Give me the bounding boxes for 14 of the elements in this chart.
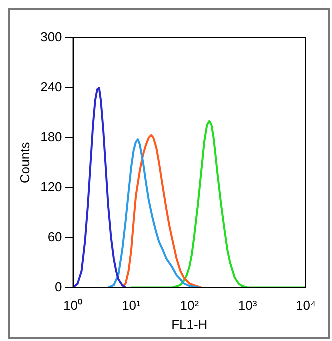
x-tick-label: 10³ [238, 298, 258, 314]
y-tick-label: 300 [40, 30, 62, 45]
y-tick-label: 0 [55, 279, 62, 294]
y-tick-label: 180 [40, 130, 62, 144]
y-tick-label: 120 [40, 179, 62, 194]
y-axis-title: Counts [17, 142, 32, 184]
x-axis-title: FL1-H [172, 316, 208, 332]
y-tick-label: 240 [40, 80, 62, 95]
x-tick-label: 10² [180, 298, 200, 314]
x-tick-label: 10¹ [122, 298, 142, 314]
x-tick-label: 10⁰ [64, 298, 84, 314]
picture-frame: FL1-H Counts 10⁰ 10¹ 10² 10³ 10⁴ 0 60 120 180 240 300 [8, 8, 330, 339]
x-tick-label: 10⁴ [296, 298, 316, 314]
y-tick-label: 60 [48, 229, 62, 244]
